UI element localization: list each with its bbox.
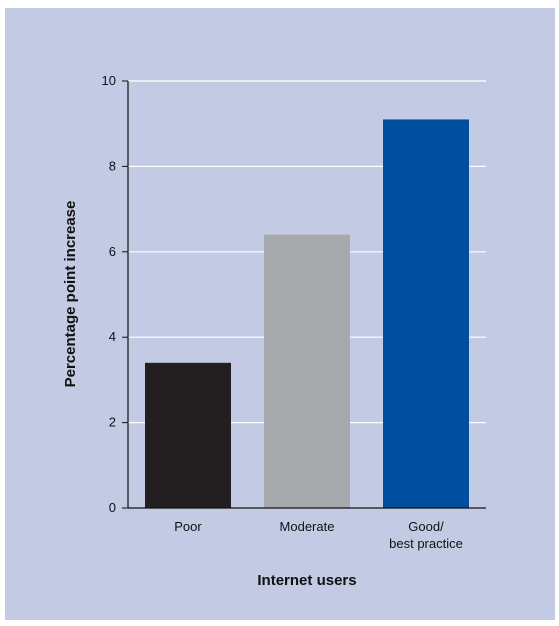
x-tick-label: Poor	[174, 519, 202, 534]
x-tick-label: best practice	[389, 536, 463, 551]
y-tick-label: 2	[109, 415, 116, 430]
y-tick-label: 4	[109, 329, 116, 344]
y-axis: 0 2 4 6 8 10	[102, 73, 129, 515]
y-tick-label: 6	[109, 244, 116, 259]
bar	[383, 119, 469, 509]
bar	[264, 234, 350, 508]
bar	[145, 362, 231, 508]
bars	[128, 119, 486, 509]
x-tick-label: Moderate	[280, 519, 335, 534]
x-tick-label: Good/	[408, 519, 444, 534]
y-tick-label: 10	[102, 73, 116, 88]
y-tick-label: 8	[109, 158, 116, 173]
x-axis-title: Internet users	[257, 572, 356, 589]
y-tick-label: 0	[109, 500, 116, 515]
y-axis-title: Percentage point increase	[62, 201, 79, 388]
x-axis-labels: Poor Moderate Good/best practice	[174, 519, 463, 551]
